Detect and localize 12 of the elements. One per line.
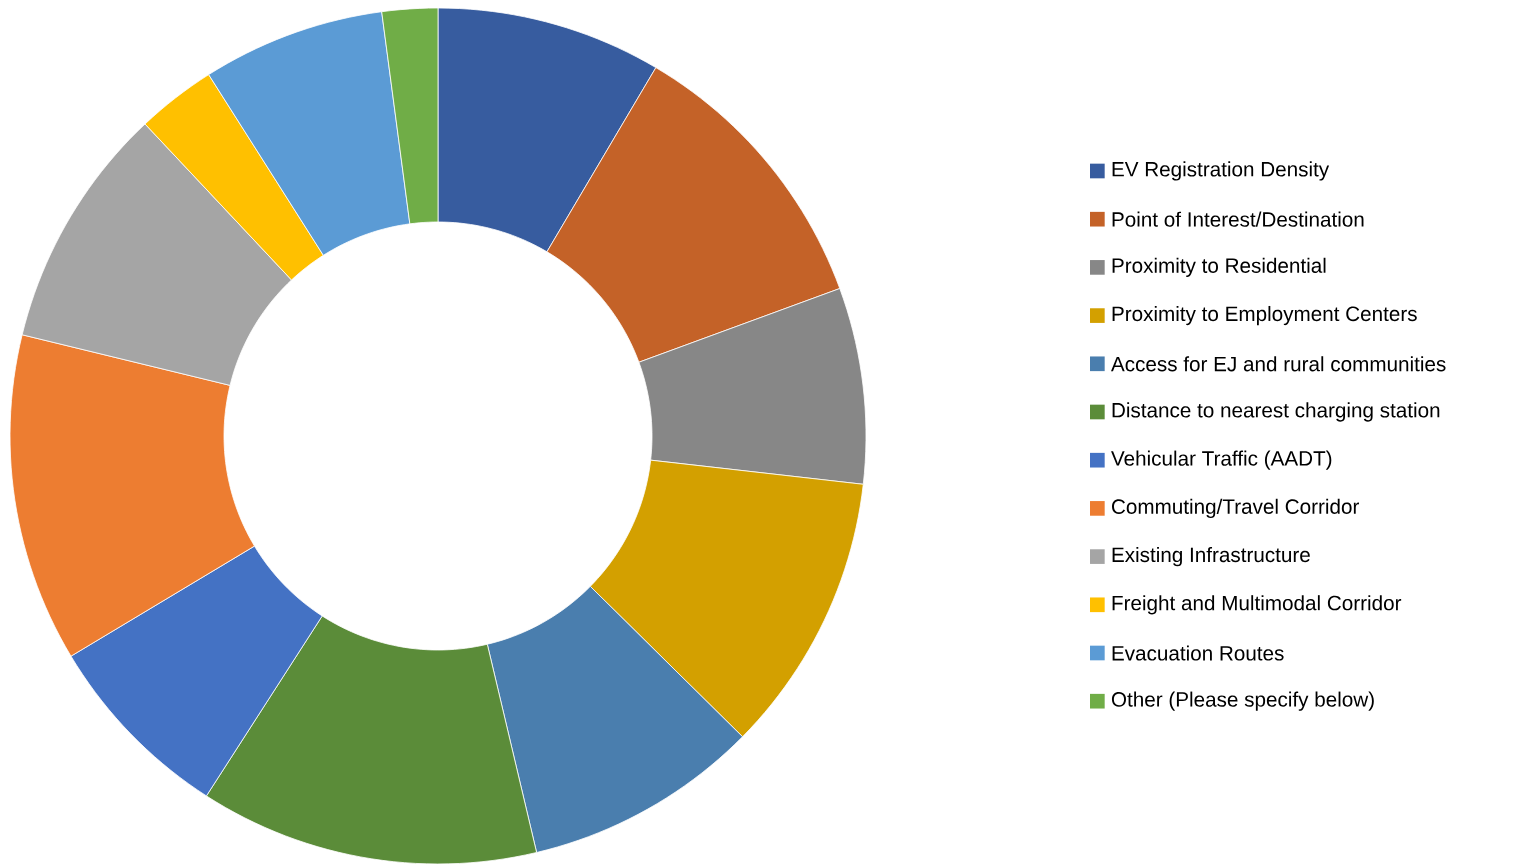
legend-label: Point of Interest/Destination xyxy=(1112,211,1364,227)
legend-label: Evacuation Routes xyxy=(1112,645,1284,661)
legend-label: Freight and Multimodal Corridor xyxy=(1112,595,1402,615)
legend-label: Proximity to Employment Centers xyxy=(1112,305,1417,326)
legend-label: Access for EJ and rural communities xyxy=(1110,356,1446,372)
legend-label: EV Registration Density xyxy=(1112,161,1330,181)
legend-label: Vehicular Traffic (AADT) xyxy=(1111,450,1332,470)
legend-label: Commuting/Travel Corridor xyxy=(1112,498,1360,519)
legend-label: Existing Infrastructure xyxy=(1112,546,1310,567)
legend-label: Other (Please specify below) xyxy=(1111,691,1374,711)
legend-label: Distance to nearest charging station xyxy=(1112,402,1440,422)
legend-label: Proximity to Residential xyxy=(1112,257,1326,278)
